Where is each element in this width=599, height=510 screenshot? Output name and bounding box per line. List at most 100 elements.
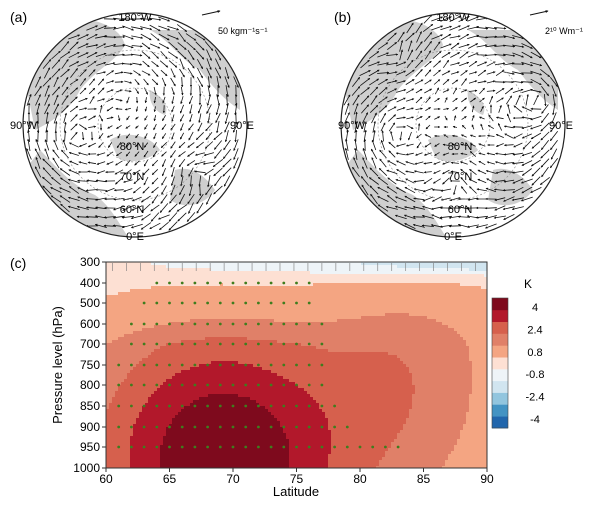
significance-dot xyxy=(282,282,285,285)
y-tick-label: 400 xyxy=(80,276,100,290)
latitude-label-80: 80°N xyxy=(448,141,473,153)
significance-dot xyxy=(270,364,273,367)
significance-dot xyxy=(397,446,400,449)
significance-dot xyxy=(143,405,146,408)
meridian-label-top: 180°W xyxy=(118,12,152,24)
significance-dot xyxy=(257,426,260,429)
significance-dot xyxy=(181,323,184,326)
x-tick-label: 85 xyxy=(417,472,431,486)
significance-dot xyxy=(321,426,324,429)
significance-dot xyxy=(270,323,273,326)
significance-dot xyxy=(143,384,146,387)
significance-dot xyxy=(295,405,298,408)
significance-dot xyxy=(282,364,285,367)
meridian-label-right: 90°E xyxy=(230,120,254,132)
significance-dot xyxy=(181,405,184,408)
significance-dot xyxy=(194,405,197,408)
significance-dot xyxy=(206,426,209,429)
significance-dot xyxy=(219,405,222,408)
significance-dot xyxy=(155,343,158,346)
significance-dot xyxy=(155,364,158,367)
significance-dot xyxy=(168,405,171,408)
significance-dot xyxy=(295,426,298,429)
x-tick-label: 60 xyxy=(99,472,113,486)
significance-dot xyxy=(232,446,235,449)
colorbar-tick-label: -2.4 xyxy=(526,392,545,404)
significance-dot xyxy=(194,343,197,346)
significance-dot xyxy=(219,364,222,367)
reference-arrow xyxy=(530,11,548,15)
heatmap-plot-area xyxy=(106,262,488,470)
significance-dot xyxy=(181,343,184,346)
colorbar-segment xyxy=(492,416,508,428)
colorbar-tick-label: 2.4 xyxy=(527,324,542,336)
meridian-label-left: 90°W xyxy=(10,120,38,132)
significance-dot xyxy=(143,343,146,346)
y-tick-label: 1000 xyxy=(73,461,100,475)
significance-dot xyxy=(321,323,324,326)
significance-dot xyxy=(206,384,209,387)
significance-dot xyxy=(257,282,260,285)
latitude-label-80: 80°N xyxy=(120,141,145,153)
significance-dot xyxy=(257,405,260,408)
significance-dot xyxy=(219,426,222,429)
significance-dot xyxy=(308,364,311,367)
colorbar-segment xyxy=(492,322,508,334)
significance-dot xyxy=(155,384,158,387)
significance-dot xyxy=(168,426,171,429)
reference-vector-label: 50 kgm⁻¹s⁻¹ xyxy=(218,26,268,36)
significance-dot xyxy=(130,426,133,429)
significance-dot xyxy=(321,364,324,367)
significance-dot xyxy=(257,323,260,326)
significance-dot xyxy=(168,282,171,285)
significance-dot xyxy=(282,323,285,326)
significance-dot xyxy=(130,323,133,326)
significance-dot xyxy=(244,323,247,326)
significance-dot xyxy=(257,364,260,367)
significance-dot xyxy=(308,405,311,408)
panel-a: (a) 180°W 90°W 90°E 0°E 80°N 70°N 60°N xyxy=(10,9,268,243)
colorbar-segment xyxy=(492,298,508,310)
significance-dot xyxy=(219,323,222,326)
significance-dot xyxy=(282,405,285,408)
significance-dot xyxy=(206,446,209,449)
significance-dot xyxy=(232,364,235,367)
y-tick-label: 800 xyxy=(80,378,100,392)
significance-dot xyxy=(194,446,197,449)
meridian-label-bottom: 0°E xyxy=(126,231,144,243)
y-tick-label: 600 xyxy=(80,317,100,331)
colorbar-segment xyxy=(492,357,508,369)
significance-dot xyxy=(282,426,285,429)
colorbar-segment xyxy=(492,369,508,381)
significance-dot xyxy=(257,384,260,387)
significance-dot xyxy=(359,446,362,449)
significance-dot xyxy=(168,364,171,367)
significance-dot xyxy=(194,323,197,326)
significance-dot xyxy=(194,364,197,367)
significance-dot xyxy=(117,405,120,408)
significance-dot xyxy=(244,343,247,346)
latitude-label-60: 60°N xyxy=(120,204,145,216)
significance-dot xyxy=(270,343,273,346)
significance-dot xyxy=(155,446,158,449)
significance-dot xyxy=(219,343,222,346)
reference-vector-label: 2¹⁰ Wm⁻¹ xyxy=(545,26,583,36)
significance-dot xyxy=(206,282,209,285)
significance-dot xyxy=(181,446,184,449)
significance-dot xyxy=(282,384,285,387)
significance-dot xyxy=(295,364,298,367)
significance-dot xyxy=(194,426,197,429)
y-tick-label: 850 xyxy=(80,399,100,413)
latitude-label-70: 70°N xyxy=(120,171,145,183)
colorbar-segment xyxy=(492,381,508,393)
significance-dot xyxy=(143,426,146,429)
colorbar-segment xyxy=(492,310,508,322)
significance-dot xyxy=(130,405,133,408)
meridian-label-right: 90°E xyxy=(549,120,573,132)
significance-dot xyxy=(232,426,235,429)
significance-dot xyxy=(282,302,285,305)
significance-dot xyxy=(219,384,222,387)
significance-dot xyxy=(117,364,120,367)
x-tick-label: 80 xyxy=(353,472,367,486)
